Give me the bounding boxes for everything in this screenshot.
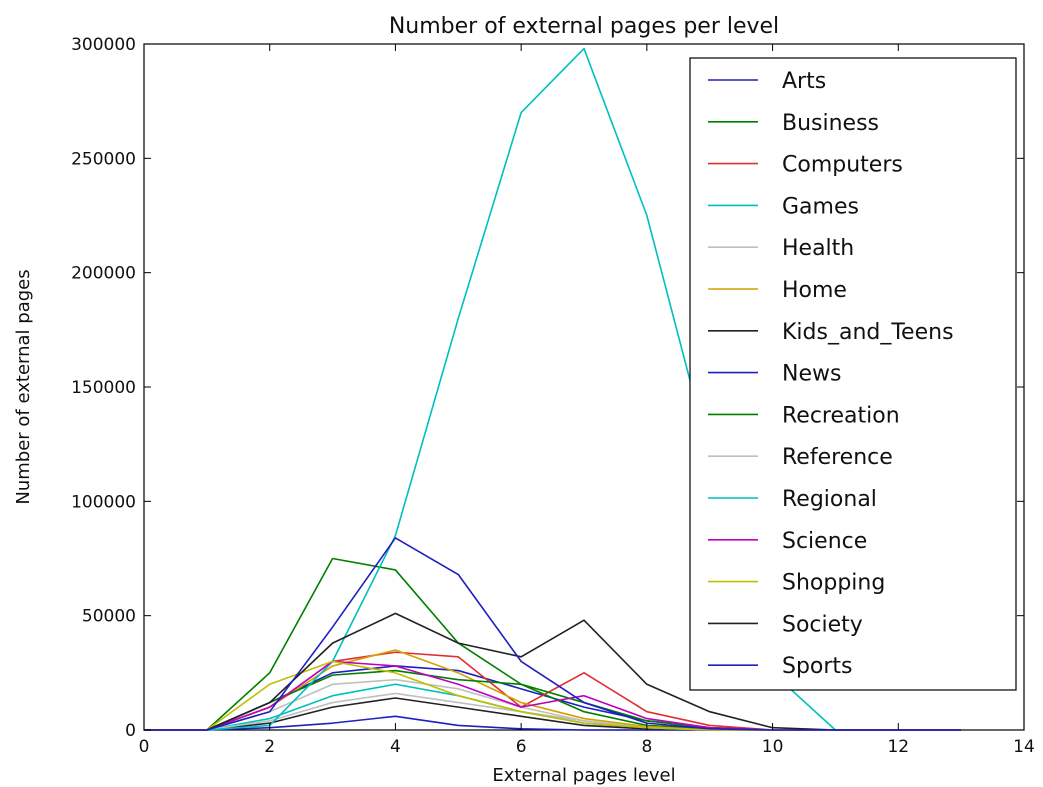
y-tick-label: 100000 [71, 492, 136, 512]
x-tick-label: 12 [887, 737, 909, 757]
y-tick-label: 0 [125, 721, 136, 741]
legend-label: Reference [782, 445, 893, 470]
chart-title: Number of external pages per level [389, 14, 779, 39]
legend-label: Sports [782, 654, 853, 679]
legend-label: Recreation [782, 403, 900, 428]
x-tick-label: 0 [139, 737, 150, 757]
legend-label: Games [782, 194, 859, 219]
legend-label: Science [782, 529, 867, 554]
legend-label: Regional [782, 487, 877, 512]
x-tick-label: 14 [1013, 737, 1035, 757]
x-tick-label: 6 [516, 737, 527, 757]
legend-label: Computers [782, 153, 903, 178]
legend-label: Society [782, 612, 863, 637]
y-tick-label: 200000 [71, 264, 136, 284]
series-layer [144, 47, 962, 731]
x-axis-label: External pages level [492, 765, 675, 786]
legend-label: Business [782, 111, 879, 136]
legend-label: Shopping [782, 571, 885, 596]
legend: Arts Business Computers Games Health Home Kids… [689, 57, 1017, 691]
series-line-sports [144, 537, 962, 731]
y-axis-label: Number of external pages [13, 269, 34, 504]
x-tick-label: 8 [641, 737, 652, 757]
y-tick-label: 150000 [71, 378, 136, 398]
x-tick-label: 10 [762, 737, 784, 757]
series-line-regional [144, 47, 962, 731]
legend-label: Home [782, 278, 847, 303]
legend-label: Arts [782, 69, 826, 94]
y-tick-label: 50000 [82, 607, 136, 627]
legend-label: News [782, 362, 841, 387]
x-tick-label: 2 [264, 737, 275, 757]
y-tick-label: 300000 [71, 35, 136, 55]
x-tick-label: 4 [390, 737, 401, 757]
tick-layer: 0 2 4 6 8 10 12 14 0 50000 100000 150000 200000 25000… [71, 35, 1035, 757]
y-tick-label: 250000 [71, 149, 136, 169]
legend-label: Kids_and_Teens [782, 320, 954, 345]
legend-label: Health [782, 236, 854, 261]
